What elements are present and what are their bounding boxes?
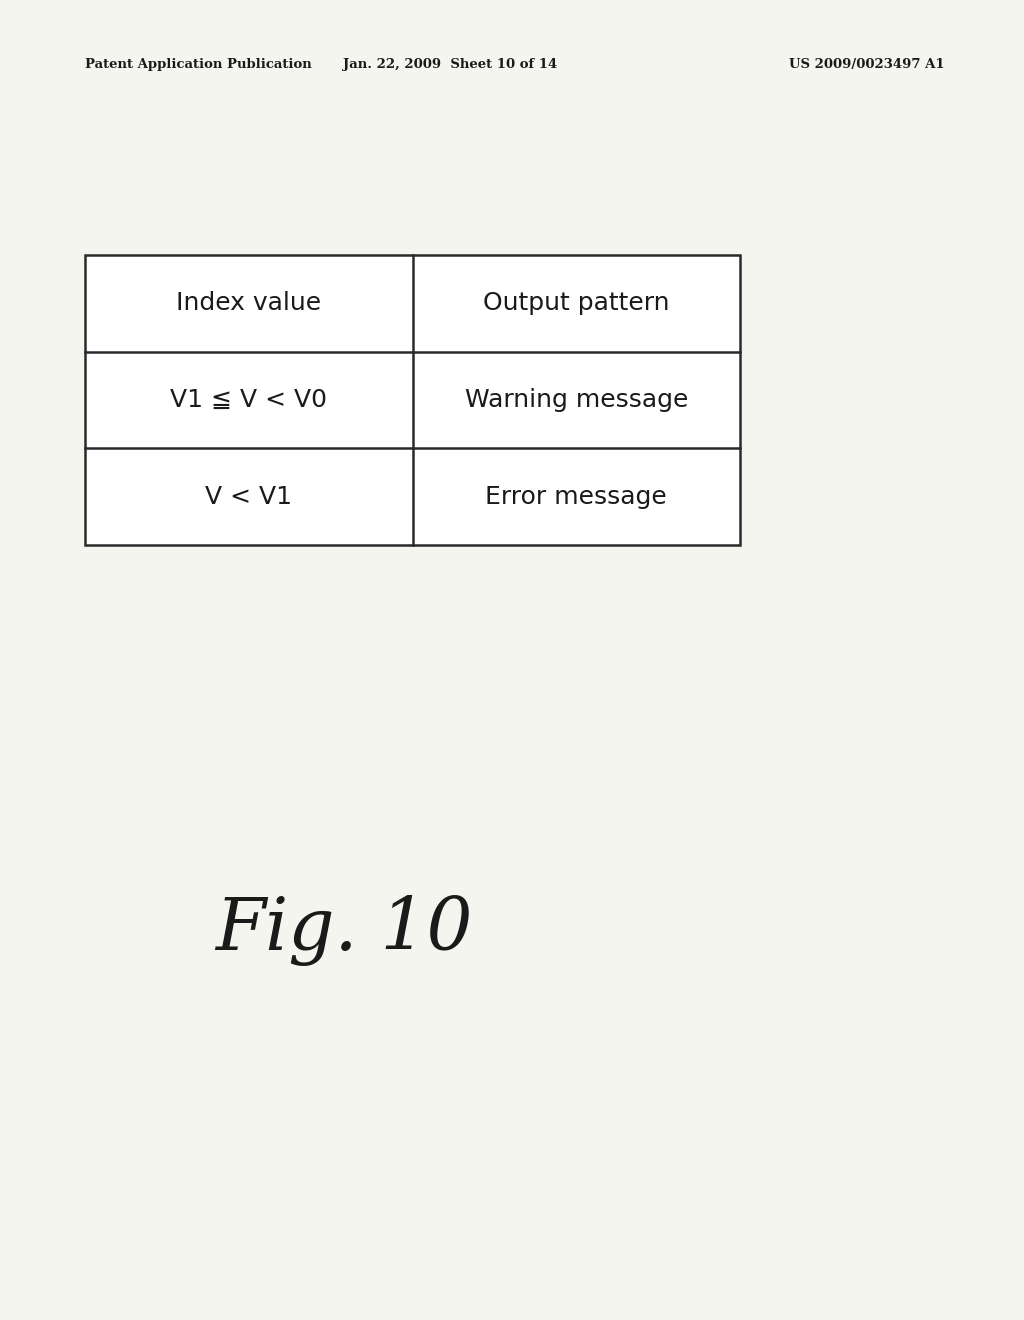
Text: Jan. 22, 2009  Sheet 10 of 14: Jan. 22, 2009 Sheet 10 of 14 — [343, 58, 557, 71]
Text: Fig. 10: Fig. 10 — [215, 895, 472, 965]
Text: V1 ≦ V < V0: V1 ≦ V < V0 — [170, 388, 328, 412]
Bar — [85, 255, 740, 545]
Text: Output pattern: Output pattern — [483, 292, 670, 315]
Text: US 2009/0023497 A1: US 2009/0023497 A1 — [790, 58, 945, 71]
Text: Warning message: Warning message — [465, 388, 688, 412]
Text: Index value: Index value — [176, 292, 322, 315]
Text: Patent Application Publication: Patent Application Publication — [85, 58, 311, 71]
Text: Error message: Error message — [485, 484, 667, 508]
Text: V < V1: V < V1 — [205, 484, 292, 508]
